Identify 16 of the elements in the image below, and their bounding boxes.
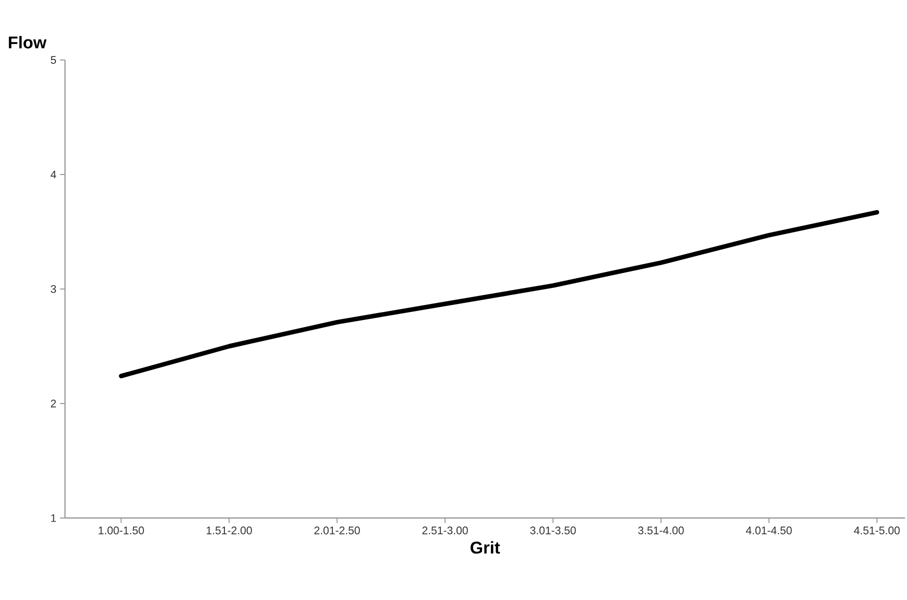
x-tick-label: 4.51-5.00 (854, 526, 900, 534)
y-tick-label: 2 (50, 400, 56, 408)
x-tick-label: 1.51-2.00 (206, 526, 252, 534)
x-tick-label: 1.00-1.50 (98, 526, 144, 534)
y-tick-label: 5 (50, 56, 56, 64)
y-axis-title: Flow (8, 36, 47, 48)
x-tick-label: 2.01-2.50 (314, 526, 360, 534)
x-tick-label: 2.51-3.00 (422, 526, 468, 534)
x-axis-title: Grit (470, 541, 500, 554)
x-tick-label: 4.01-4.50 (746, 526, 792, 534)
y-tick-label: 4 (50, 170, 56, 178)
x-tick-label: 3.01-3.50 (530, 526, 576, 534)
x-tick-label: 3.51-4.00 (638, 526, 684, 534)
y-tick-label: 1 (51, 514, 56, 522)
line-series (118, 210, 880, 378)
y-tick-label: 3 (50, 285, 56, 293)
